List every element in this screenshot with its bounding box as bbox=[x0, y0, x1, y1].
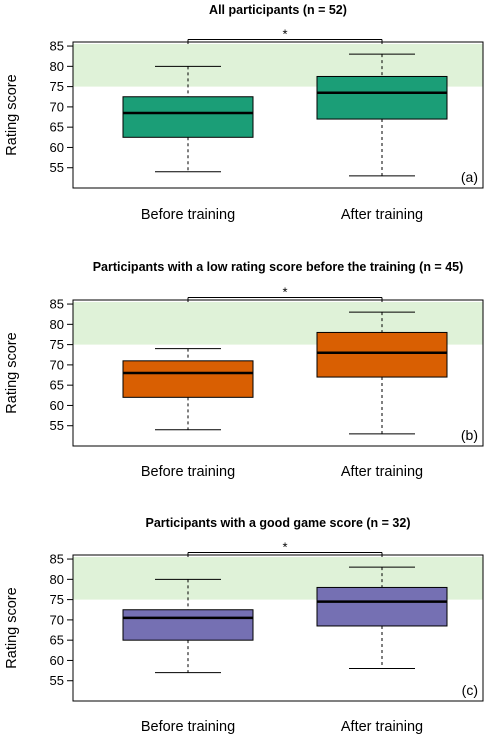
iqr-box bbox=[316, 75, 448, 120]
y-tick-label: 70 bbox=[50, 99, 64, 114]
panel-b: Participants with a low rating score bef… bbox=[4, 260, 484, 480]
box-after bbox=[316, 311, 448, 435]
y-axis-label: Rating score bbox=[4, 332, 20, 413]
y-tick-label: 65 bbox=[50, 633, 64, 648]
iqr-box bbox=[122, 96, 254, 138]
y-tick-label: 75 bbox=[50, 79, 64, 94]
x-category-label: After training bbox=[341, 464, 423, 480]
y-axis-label: Rating score bbox=[4, 587, 20, 668]
panel-tag: (c) bbox=[462, 682, 478, 698]
plot-frame bbox=[72, 41, 484, 189]
chart-title: Participants with a good game score (n =… bbox=[146, 516, 411, 530]
y-axis-label: Rating score bbox=[4, 74, 20, 155]
box-after bbox=[316, 566, 448, 670]
y-tick-label: 55 bbox=[50, 418, 64, 433]
x-category-label: Before training bbox=[141, 719, 235, 735]
box-before bbox=[122, 348, 254, 431]
y-tick-label: 80 bbox=[50, 59, 64, 74]
panel-tag: (b) bbox=[461, 427, 478, 443]
y-tick-label: 85 bbox=[50, 297, 64, 312]
panel-a: All participants (n = 52) 55 60 65 70 75 80 85 R… bbox=[4, 3, 484, 223]
significance-marker: * bbox=[282, 540, 287, 555]
iqr-box bbox=[316, 586, 448, 627]
box-before bbox=[122, 65, 254, 173]
y-tick-label: 55 bbox=[50, 673, 64, 688]
y-tick-label: 60 bbox=[50, 140, 64, 155]
y-tick-label: 55 bbox=[50, 160, 64, 175]
y-tick-label: 75 bbox=[50, 337, 64, 352]
y-tick-label: 80 bbox=[50, 572, 64, 587]
x-category-label: After training bbox=[341, 207, 423, 223]
iqr-box bbox=[316, 331, 448, 378]
y-tick-label: 80 bbox=[50, 317, 64, 332]
y-tick-label: 70 bbox=[50, 357, 64, 372]
box-before bbox=[122, 578, 254, 674]
panel-tag: (a) bbox=[461, 169, 478, 185]
significance-marker: * bbox=[282, 285, 287, 300]
significance-marker: * bbox=[282, 27, 287, 42]
x-category-label: Before training bbox=[141, 207, 235, 223]
plot-frame bbox=[72, 299, 484, 447]
y-tick-label: 65 bbox=[50, 378, 64, 393]
x-category-label: After training bbox=[341, 719, 423, 735]
plot-frame bbox=[72, 554, 484, 702]
chart-title: All participants (n = 52) bbox=[209, 3, 347, 17]
y-tick-label: 60 bbox=[50, 653, 64, 668]
iqr-box bbox=[122, 609, 254, 641]
y-tick-label: 85 bbox=[50, 552, 64, 567]
x-category-label: Before training bbox=[141, 464, 235, 480]
panel-c: Participants with a good game score (n =… bbox=[4, 516, 484, 735]
box-after bbox=[316, 53, 448, 177]
y-tick-label: 65 bbox=[50, 120, 64, 135]
y-tick-label: 75 bbox=[50, 592, 64, 607]
y-tick-label: 60 bbox=[50, 398, 64, 413]
iqr-box bbox=[122, 360, 254, 398]
chart-title: Participants with a low rating score bef… bbox=[93, 260, 464, 274]
y-tick-label: 70 bbox=[50, 612, 64, 627]
y-tick-label: 85 bbox=[50, 39, 64, 54]
